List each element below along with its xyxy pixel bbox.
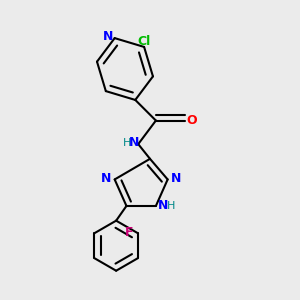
Text: F: F [125,226,134,238]
Text: N: N [171,172,181,185]
Text: N: N [103,30,113,43]
Text: N: N [158,200,168,212]
Text: N: N [129,136,139,149]
Text: H: H [123,138,131,148]
Text: O: O [186,114,196,127]
Text: N: N [101,172,112,185]
Text: Cl: Cl [137,35,151,48]
Text: H: H [167,201,176,211]
